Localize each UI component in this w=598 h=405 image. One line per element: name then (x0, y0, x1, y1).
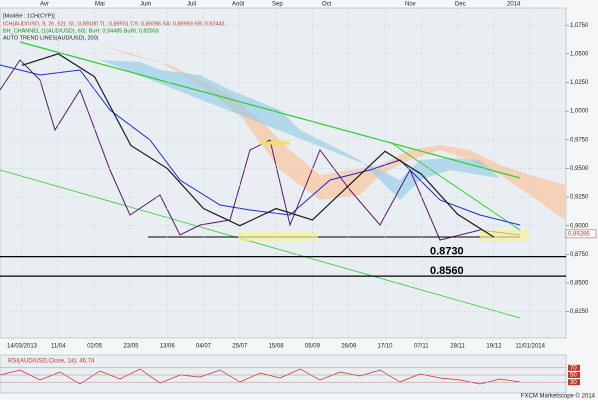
x-tick-label: 07/11 (414, 344, 429, 350)
rsi-tick-label: 50 (570, 373, 577, 379)
x-tick-label: 15/08 (269, 344, 285, 350)
month-label: Juil (187, 2, 196, 8)
lagging-line (0, 59, 521, 241)
rsi-line (0, 368, 521, 385)
month-label: Nov (405, 2, 416, 8)
last-price-box (565, 229, 597, 239)
y-tick-label: 0,9750 (570, 137, 589, 143)
level-label: 0.8560 (430, 265, 464, 277)
x-tick-label: 17/10 (377, 344, 393, 350)
rsi-tick-box (568, 372, 580, 378)
header-line: BH_CHANNEL (1(AUD/USD), 60): BuH: 0,9448… (3, 28, 159, 34)
y-tick-label: 1,0000 (570, 109, 589, 115)
rsi-tick-box (568, 379, 580, 386)
y-tick-label: 1,0250 (570, 80, 589, 86)
highlight (238, 232, 318, 241)
rsi-tick-label: 30 (570, 380, 577, 386)
rsi-tick-label: 70 (570, 365, 577, 371)
y-tick-label: 0,9250 (570, 195, 589, 201)
x-tick-label: 13/06 (160, 344, 176, 350)
y-tick-label: 0,9000 (570, 223, 589, 229)
trend-line (19, 41, 521, 179)
month-label: Avr (40, 2, 49, 8)
month-label: Juin (140, 2, 151, 8)
footer: FXCM Marketscope © 2014 (521, 393, 596, 400)
rsi-tick-box (568, 364, 580, 371)
channel-line (0, 64, 521, 226)
cloud-blue (100, 60, 500, 200)
header-line: ICH(AUD/USD, 9, 26, 52): SL: 0,89180 TL:… (3, 21, 225, 27)
x-tick-label: 02/05 (87, 344, 103, 350)
month-label: Dec (455, 2, 466, 8)
level-label: 0.8730 (430, 246, 464, 258)
y-tick-label: 1,0750 (570, 23, 589, 29)
x-tick-label: 25/07 (232, 344, 248, 350)
last-price-label: 0,89286 (568, 231, 590, 237)
month-label: Mai (95, 2, 105, 8)
y-tick-label: 1,0500 (570, 51, 589, 57)
x-tick-label: 26/09 (341, 344, 357, 350)
x-tick-label: 11/01/2014 (515, 344, 545, 350)
month-label: Sep (272, 2, 283, 8)
header-line: AUTO TREND LINES(AUD/USD), 200) (3, 35, 99, 41)
month-label: Août (232, 2, 245, 8)
x-tick-label: 04/07 (196, 344, 212, 350)
x-tick-label: 23/05 (123, 344, 139, 350)
x-tick-label: 28/11 (450, 344, 465, 350)
header-line: [Modèle : 1CH(CYP)] (3, 13, 55, 19)
month-label: Oct (322, 2, 332, 8)
price-line (21, 53, 495, 238)
y-tick-label: 0,8750 (570, 252, 589, 258)
trend-line (0, 169, 521, 319)
x-tick-label: 14/03/2013 (7, 344, 38, 350)
trend-line (389, 141, 521, 231)
x-tick-label: 11/04 (51, 344, 66, 350)
highlight (480, 230, 528, 242)
y-tick-label: 0,8500 (570, 281, 589, 287)
x-tick-label: 19/12 (486, 344, 502, 350)
month-label: 2014 (507, 2, 521, 8)
rsi-panel (0, 354, 567, 394)
y-tick-label: 0,8250 (570, 309, 589, 315)
y-tick-label: 0,9500 (570, 166, 589, 172)
rsi-title: RSI(AUD/USD,Close, 14): 46,74 (8, 359, 95, 365)
x-tick-label: 05/09 (305, 344, 321, 350)
